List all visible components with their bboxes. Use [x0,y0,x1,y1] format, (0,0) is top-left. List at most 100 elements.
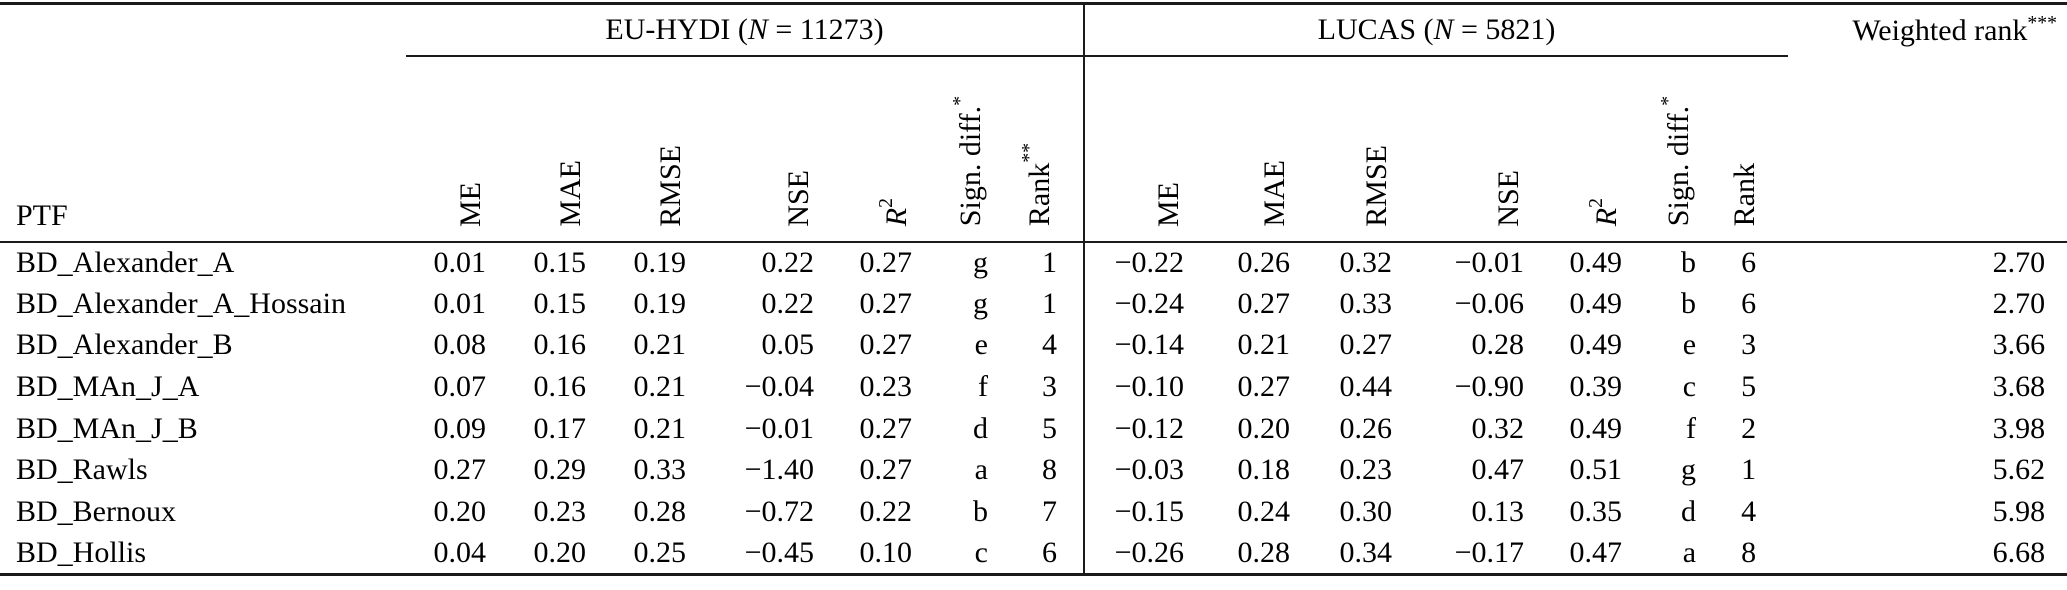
cell-eu-rmse: 0.25 [633,535,687,569]
header-label: NSE [1491,169,1525,227]
cell-weighted-rank: 2.70 [1992,286,2046,320]
cell-lucas-rmse: 0.33 [1339,286,1393,320]
header-label: Rank [1022,163,1056,227]
header-sup: * [1656,96,1679,107]
cell-lucas-me: −0.15 [1083,491,1189,533]
cell-lucas-rank: 2 [1741,411,1757,445]
col-header-eu-rank: Rank** [990,55,1085,243]
lucas-group-count: = 5821) [1453,12,1556,46]
cell-eu-sign-diff: c [974,535,988,569]
table-row: BD_MAn_J_A 0.07 0.16 0.21 −0.04 0.23 f 3… [0,366,2067,408]
col-header-lucas-me: ME [1083,55,1189,243]
cell-lucas-r2: 0.35 [1569,494,1623,528]
cell-eu-sign-diff: d [973,411,988,445]
cell-eu-me: 0.27 [433,453,487,487]
cell-lucas-rmse: 0.26 [1339,411,1393,445]
group-header-lucas: LUCAS (N = 5821) [1083,3,1789,57]
col-header-lucas-sign-diff: Sign. diff.* [1626,55,1699,243]
cell-lucas-rank: 8 [1741,535,1757,569]
cell-lucas-sign-diff: e [1682,328,1697,362]
cell-eu-mae: 0.15 [533,245,587,279]
cell-eu-rank: 8 [1042,453,1058,487]
cell-lucas-me: −0.22 [1083,241,1189,284]
cell-eu-rmse: 0.21 [633,411,687,445]
cell-eu-rmse: 0.19 [633,245,687,279]
cell-weighted-rank: 2.70 [1992,245,2046,279]
cell-lucas-rank: 6 [1741,245,1757,279]
cell-lucas-mae: 0.20 [1237,411,1291,445]
cell-lucas-mae: 0.28 [1237,535,1291,569]
cell-lucas-sign-diff: f [1686,411,1697,445]
weighted-rank-label: Weighted rank [1852,14,2028,48]
cell-ptf-name: BD_Alexander_B [16,328,233,362]
cell-lucas-me: −0.03 [1083,449,1189,492]
table-row: BD_Alexander_A_Hossain 0.01 0.15 0.19 0.… [0,283,2067,325]
cell-eu-rank: 7 [1042,494,1058,528]
cell-lucas-r2: 0.49 [1569,328,1623,362]
cell-lucas-me: −0.12 [1083,407,1189,450]
cell-eu-rank: 1 [1042,245,1058,279]
cell-eu-me: 0.07 [433,370,487,404]
cell-ptf-name: BD_Bernoux [16,494,176,528]
header-label: NSE [781,169,815,227]
cell-lucas-nse: −0.01 [1454,245,1525,279]
cell-weighted-rank: 5.98 [1992,494,2046,528]
table-row: BD_Rawls 0.27 0.29 0.33 −1.40 0.27 a 8 −… [0,449,2067,492]
cell-eu-rmse: 0.21 [633,328,687,362]
col-header-lucas-rmse: RMSE [1294,55,1397,243]
cell-lucas-rmse: 0.23 [1339,453,1393,487]
table-row: BD_Bernoux 0.20 0.23 0.28 −0.72 0.22 b 7… [0,491,2067,533]
cell-lucas-me: −0.24 [1083,283,1189,325]
table-row: BD_Alexander_A 0.01 0.15 0.19 0.22 0.27 … [0,241,2067,284]
cell-lucas-r2: 0.49 [1569,245,1623,279]
header-label: RMSE [1359,144,1393,227]
table-row: BD_Alexander_B 0.08 0.16 0.21 0.05 0.27 … [0,324,2067,367]
cell-eu-nse: −0.01 [744,411,814,445]
header-label: ME [453,181,487,227]
cell-lucas-nse: −0.90 [1454,370,1525,404]
col-header-eu-r2: R2 [818,55,916,243]
cell-lucas-nse: 0.47 [1471,453,1525,487]
group-header-eu-hydi: EU-HYDI (N = 11273) [406,3,1085,57]
cell-lucas-rank: 1 [1741,453,1757,487]
cell-lucas-sign-diff: c [1682,370,1697,404]
cell-eu-rank: 5 [1042,411,1058,445]
col-header-eu-sign-diff: Sign. diff.* [916,55,990,243]
cell-eu-sign-diff: g [973,286,988,320]
cell-lucas-me: −0.26 [1083,532,1189,575]
header-label: Sign. diff. [953,106,987,227]
cell-lucas-nse: 0.32 [1471,411,1525,445]
cell-eu-sign-diff: f [978,370,988,404]
header-label: Sign. diff. [1661,106,1695,227]
header-label: ME [1151,181,1185,227]
cell-weighted-rank: 3.66 [1992,328,2046,362]
header-sup: * [948,96,971,107]
cell-eu-r2: 0.27 [859,286,913,320]
cell-lucas-r2: 0.47 [1569,535,1623,569]
cell-weighted-rank: 3.68 [1992,370,2046,404]
cell-lucas-sign-diff: a [1682,535,1697,569]
cell-lucas-rmse: 0.34 [1339,535,1393,569]
table-body: BD_Alexander_A 0.01 0.15 0.19 0.22 0.27 … [0,241,2067,575]
cell-eu-nse: 0.22 [761,245,815,279]
cell-lucas-mae: 0.24 [1237,494,1291,528]
table-wrapper: EU-HYDI (N = 11273) LUCAS (N = 5821) Wei… [0,2,2067,576]
col-header-ptf: PTF [0,55,406,243]
cell-lucas-mae: 0.18 [1237,453,1291,487]
cell-lucas-r2: 0.39 [1569,370,1623,404]
cell-weighted-rank: 6.68 [1992,535,2046,569]
group-header-row: EU-HYDI (N = 11273) LUCAS (N = 5821) Wei… [0,3,2067,57]
cell-eu-nse: 0.22 [761,286,815,320]
header-sup: 2 [874,198,897,209]
weighted-blank [1788,55,2067,243]
eu-group-n: N [747,12,768,46]
col-header-eu-me: ME [406,55,490,243]
weighted-rank-footnote-marker: *** [2027,12,2058,35]
col-header-lucas-rank: Rank [1698,55,1789,243]
cell-lucas-me: −0.10 [1083,366,1189,408]
cell-lucas-rank: 3 [1741,328,1757,362]
header-sup: ** [1017,143,1040,164]
cell-lucas-r2: 0.49 [1569,411,1623,445]
col-header-eu-mae: MAE [490,55,590,243]
table-row: BD_MAn_J_B 0.09 0.17 0.21 −0.01 0.27 d 5… [0,407,2067,450]
